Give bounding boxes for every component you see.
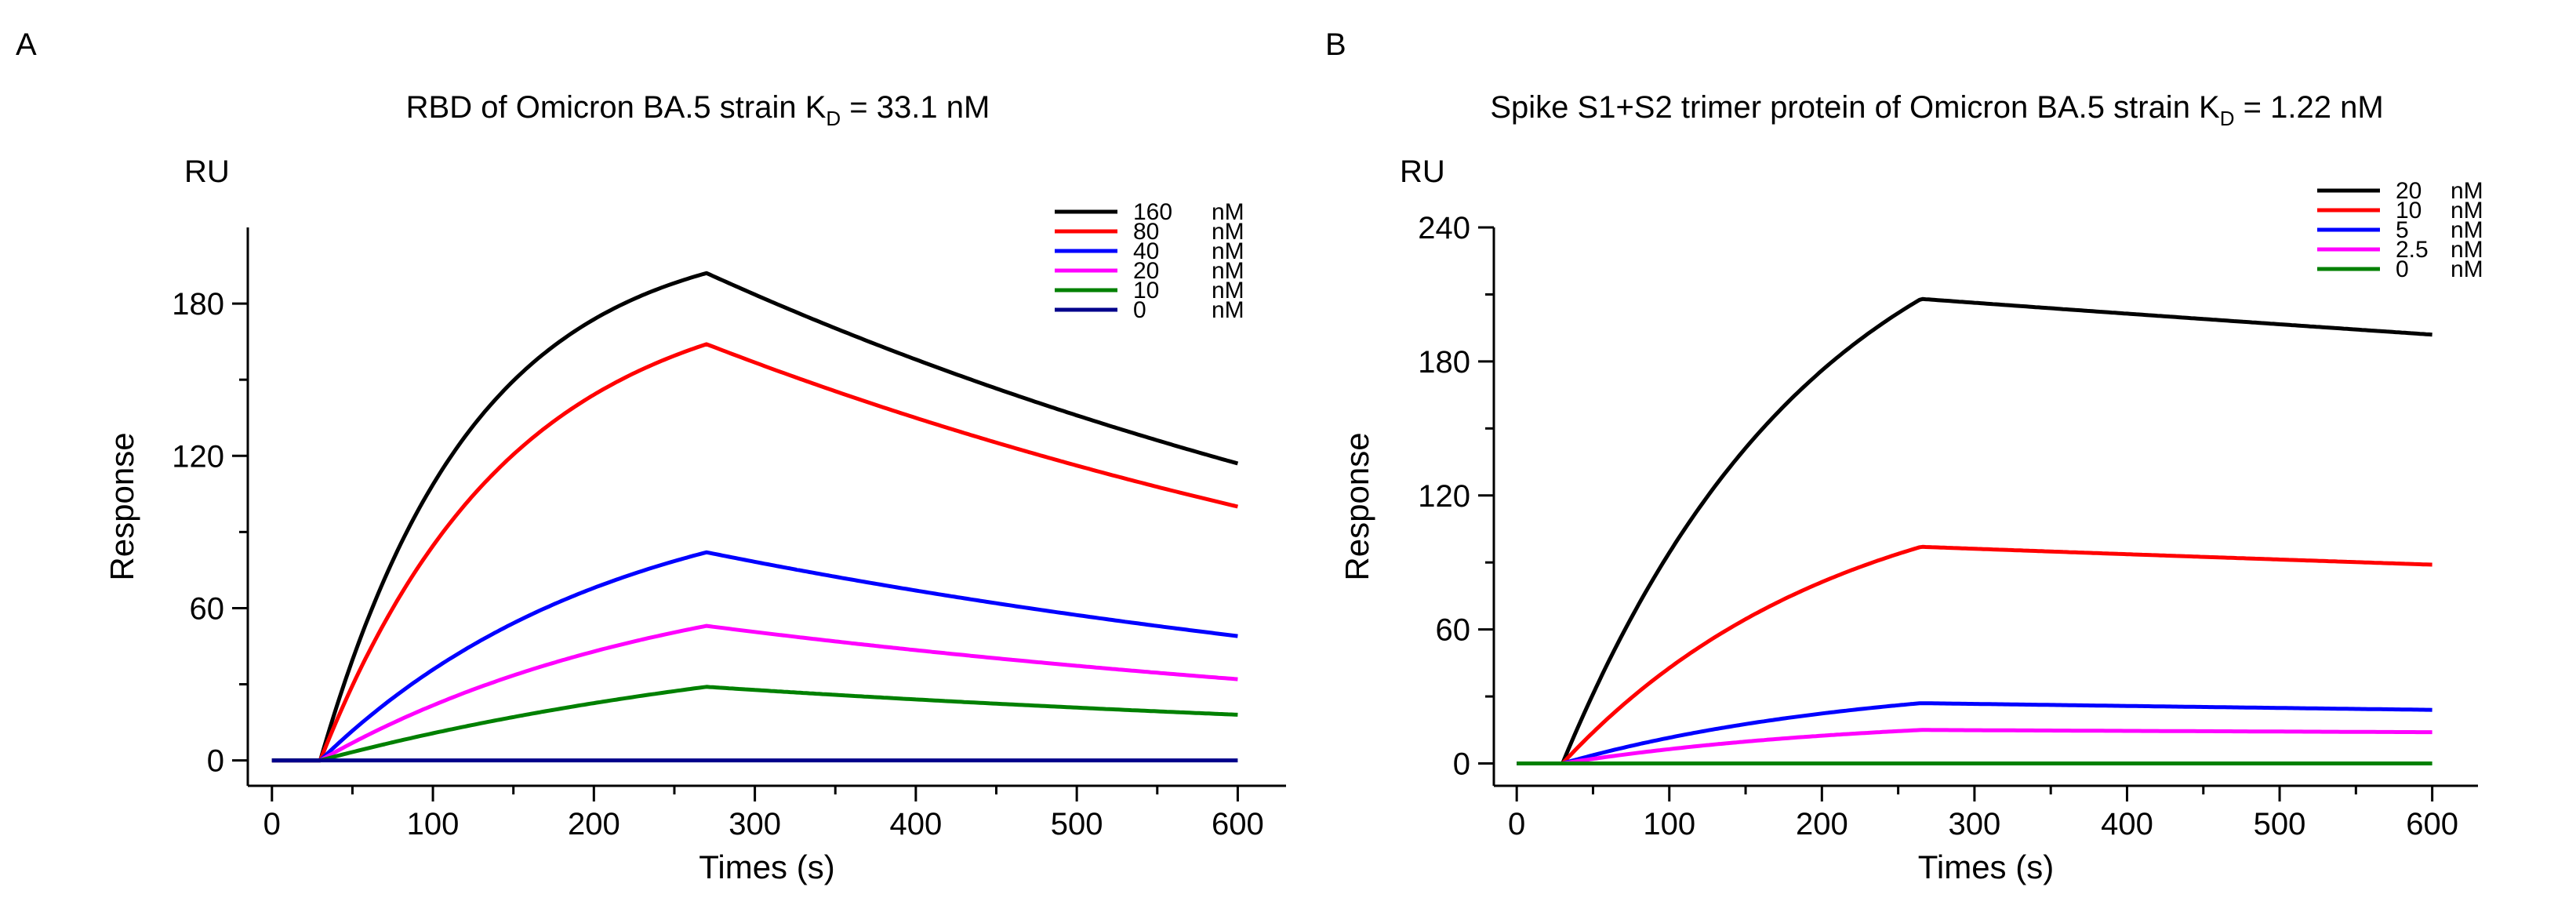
legend-value: 10 xyxy=(2396,198,2422,224)
y-tick-label: 120 xyxy=(172,439,224,474)
legend-value: 5 xyxy=(2396,217,2409,243)
legend-value: 10 xyxy=(1133,278,1159,303)
chart-title-value: = 33.1 nM xyxy=(841,90,990,125)
legend-unit: nM xyxy=(1212,297,1244,323)
legend-value: 20 xyxy=(2396,178,2422,204)
y-axis-label: Response xyxy=(104,432,140,580)
legend-unit: nM xyxy=(2451,198,2483,224)
y-tick-label: 180 xyxy=(1418,345,1470,380)
x-tick-label: 300 xyxy=(728,807,781,841)
legend-unit: nM xyxy=(1212,219,1244,245)
x-tick-label: 0 xyxy=(1508,807,1525,841)
legend-unit: nM xyxy=(2451,256,2483,282)
x-tick-label: 600 xyxy=(2406,807,2458,841)
x-tick-label: 600 xyxy=(1212,807,1264,841)
legend-unit: nM xyxy=(1212,199,1244,225)
y-tick-label: 60 xyxy=(1436,613,1471,648)
legend-value: 2.5 xyxy=(2396,237,2429,263)
x-tick-label: 100 xyxy=(1643,807,1695,841)
y-axis-label: Response xyxy=(1339,432,1375,580)
panel-label: A xyxy=(16,27,37,62)
series-line-40nm xyxy=(271,550,1238,763)
chart-panel-b: B Spike S1+S2 trimer protein of Omicron B… xyxy=(1325,27,2483,885)
y-tick-label: 0 xyxy=(1453,747,1470,782)
legend: 160 nM 80 nM 40 nM 20 nM 10 nM 0 nM xyxy=(1055,199,1244,323)
series-line-10nm xyxy=(271,685,1238,763)
series-line-80nm xyxy=(271,342,1238,763)
legend-value: 40 xyxy=(1133,238,1159,264)
chart-title-subscript: D xyxy=(2220,107,2235,130)
legend-unit: nM xyxy=(2451,178,2483,204)
legend-unit: nM xyxy=(2451,217,2483,243)
legend-unit: nM xyxy=(1212,238,1244,264)
x-tick-label: 100 xyxy=(407,807,460,841)
x-tick-label: 300 xyxy=(1949,807,2001,841)
x-tick-label: 500 xyxy=(1051,807,1103,841)
x-tick-label: 400 xyxy=(2101,807,2153,841)
legend-value: 0 xyxy=(1133,297,1146,323)
legend-unit: nM xyxy=(2451,237,2483,263)
legend: 20 nM 10 nM 5 nM 2.5 nM 0 nM xyxy=(2317,178,2483,282)
chart-title-value: = 1.22 nM xyxy=(2235,90,2384,125)
x-axis-label: Times (s) xyxy=(1918,849,2054,885)
legend-value: 0 xyxy=(2396,256,2409,282)
x-tick-label: 200 xyxy=(1796,807,1848,841)
panel-label: B xyxy=(1325,27,1346,62)
legend-unit: nM xyxy=(1212,258,1244,284)
y-tick-label: 240 xyxy=(1418,211,1470,245)
x-axis-label: Times (s) xyxy=(699,849,834,885)
legend-unit: nM xyxy=(1212,278,1244,303)
unit-label: RU xyxy=(184,154,230,189)
x-tick-label: 400 xyxy=(890,807,943,841)
chart-panel-a: A RBD of Omicron BA.5 strain KD = 33.1 nM… xyxy=(16,27,1286,885)
legend-value: 20 xyxy=(1133,258,1159,284)
legend-value: 80 xyxy=(1133,219,1159,245)
y-tick-label: 60 xyxy=(190,591,225,626)
y-tick-label: 0 xyxy=(207,744,224,779)
x-tick-label: 0 xyxy=(263,807,281,841)
series-line-5nm xyxy=(1517,701,2432,765)
x-tick-label: 500 xyxy=(2254,807,2306,841)
chart-title-subscript: D xyxy=(826,107,841,130)
x-tick-label: 200 xyxy=(568,807,620,841)
chart-title: Spike S1+S2 trimer protein of Omicron BA… xyxy=(1490,90,2383,130)
series-line-20nm xyxy=(1517,296,2432,765)
chart-title: RBD of Omicron BA.5 strain KD = 33.1 nM xyxy=(406,90,990,130)
series-line-10nm xyxy=(1517,544,2432,765)
chart-title-main: RBD of Omicron BA.5 strain K xyxy=(406,90,827,125)
series-line-160nm xyxy=(271,271,1239,763)
series-line-20nm xyxy=(271,623,1238,763)
unit-label: RU xyxy=(1400,154,1445,189)
y-tick-label: 120 xyxy=(1418,479,1470,514)
chart-title-main: Spike S1+S2 trimer protein of Omicron BA… xyxy=(1490,90,2220,125)
y-tick-label: 180 xyxy=(172,287,224,322)
series-line-2-5nm xyxy=(1517,728,2432,765)
legend-value: 160 xyxy=(1133,199,1172,225)
